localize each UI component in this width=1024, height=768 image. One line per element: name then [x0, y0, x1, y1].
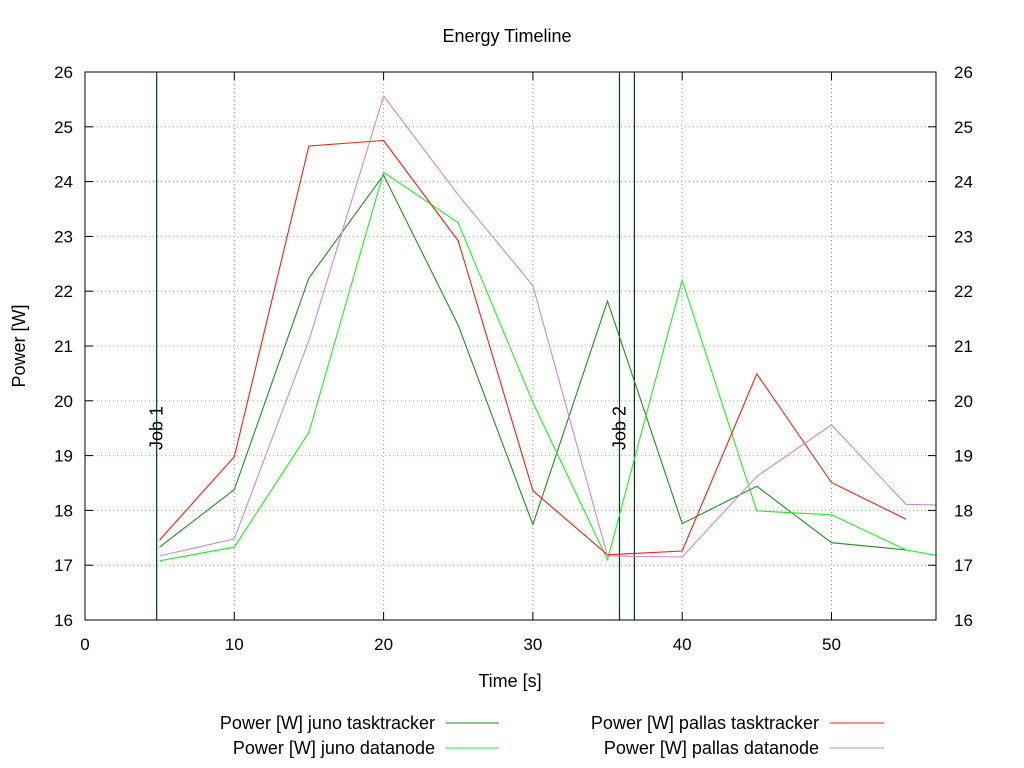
- y2-tick-label: 23: [954, 227, 973, 246]
- y-tick-label: 25: [54, 118, 73, 137]
- series-line-4: [159, 94, 937, 558]
- x-tick-label: 40: [673, 635, 692, 654]
- series-line-3: [159, 139, 907, 556]
- series-lines: [159, 94, 937, 562]
- x-axis-title: Time [s]: [478, 671, 541, 691]
- series-line-1: [159, 173, 907, 551]
- x-tick-label: 50: [822, 635, 841, 654]
- y2-tick-label: 24: [954, 173, 973, 192]
- legend: Power [W] juno tasktracker Power [W] juno…: [220, 713, 884, 758]
- y2-tick-label: 16: [954, 611, 973, 630]
- y-tick-label: 18: [54, 501, 73, 520]
- y-axis-title: Power [W]: [9, 304, 29, 387]
- legend-label: Power [W] pallas datanode: [604, 738, 819, 758]
- grid: [85, 72, 936, 620]
- y-tick-label: 17: [54, 556, 73, 575]
- y2-tick-label: 21: [954, 337, 973, 356]
- y2-tick-label: 18: [954, 501, 973, 520]
- y2-tick-label: 22: [954, 282, 973, 301]
- x-tick-label: 20: [374, 635, 393, 654]
- y2-tick-label: 17: [954, 556, 973, 575]
- legend-label: Power [W] juno datanode: [233, 738, 435, 758]
- y-tick-label: 19: [54, 447, 73, 466]
- job-marker-label: Job 1: [147, 406, 167, 450]
- y-tick-label: 22: [54, 282, 73, 301]
- x-tick-label: 0: [80, 635, 89, 654]
- job-marker-label: Job 2: [609, 406, 629, 450]
- y2-tick-label: 20: [954, 392, 973, 411]
- x-tick-label: 30: [523, 635, 542, 654]
- job-markers: Job 1 Job 2: [147, 72, 636, 620]
- y2-tick-label: 25: [954, 118, 973, 137]
- legend-label: Power [W] juno tasktracker: [220, 713, 435, 733]
- y-tick-label: 21: [54, 337, 73, 356]
- y2-tick-label: 19: [954, 447, 973, 466]
- y-tick-label: 26: [54, 63, 73, 82]
- y-tick-label: 16: [54, 611, 73, 630]
- plot-frame: [84, 71, 937, 621]
- axis-ticks: 16 17 18 19 20 21 22 23 24 25 26 16 17 18 19 20 21 22 23 24…: [54, 63, 973, 654]
- y2-tick-label: 26: [954, 63, 973, 82]
- y-tick-label: 20: [54, 392, 73, 411]
- y-tick-label: 23: [54, 227, 73, 246]
- y-tick-label: 24: [54, 173, 73, 192]
- chart-title: Energy Timeline: [442, 26, 571, 46]
- x-tick-label: 10: [225, 635, 244, 654]
- series-line-2: [159, 171, 937, 562]
- legend-label: Power [W] pallas tasktracker: [591, 713, 819, 733]
